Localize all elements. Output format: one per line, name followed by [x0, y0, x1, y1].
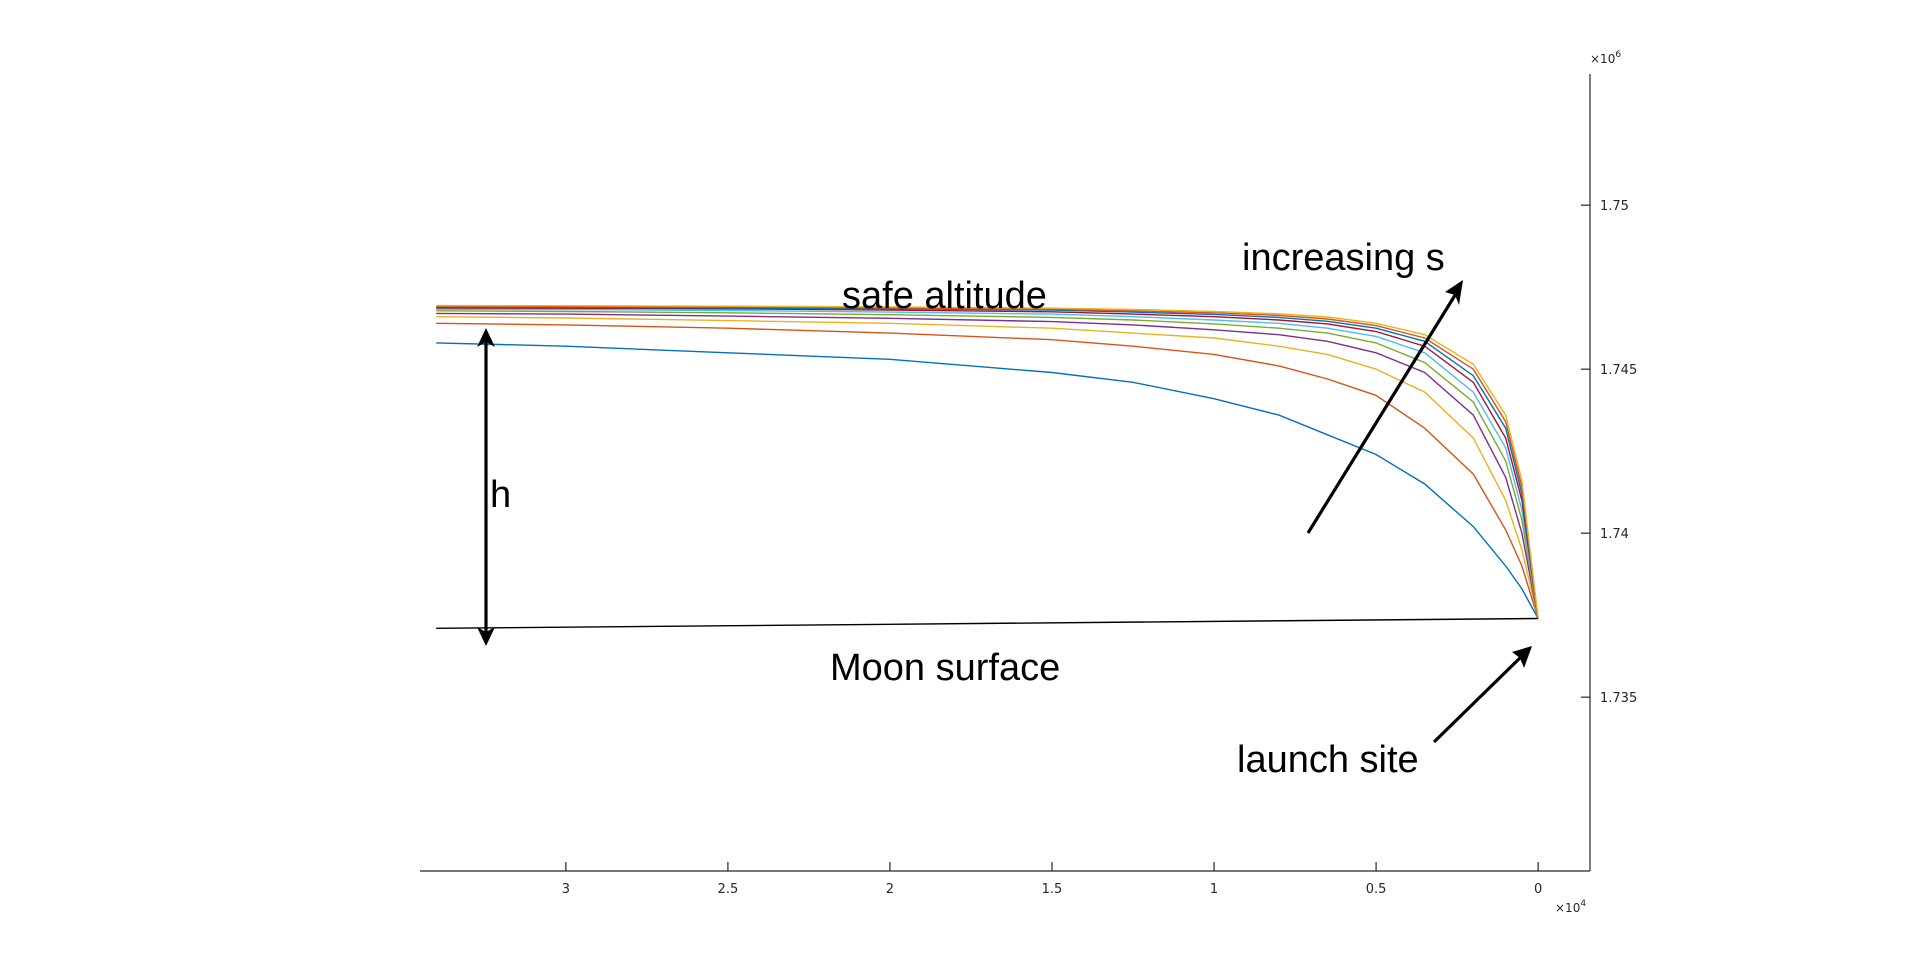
x-tick-label: 2.5	[718, 882, 739, 897]
y-tick-label: 1.745	[1600, 363, 1637, 378]
launch-site-arrow	[1432, 646, 1532, 744]
x-tick-label: 0	[1534, 882, 1542, 897]
increasing-s-label: increasing s	[1242, 237, 1445, 279]
trajectory-series-5	[436, 310, 1539, 619]
trajectory-series-9	[436, 305, 1539, 619]
safe-altitude-label: safe altitude	[842, 275, 1047, 317]
height-arrow	[477, 328, 495, 646]
y-exponent-label: ×106	[1590, 50, 1621, 66]
x-tick-layer: 3 2.5 2 1.5 1 0.5 0	[562, 862, 1542, 897]
trajectory-series-2	[436, 322, 1539, 619]
series-layer	[436, 304, 1539, 629]
trajectory-series-10	[436, 304, 1539, 619]
y-tick-layer: 1.735 1.74 1.745 1.75	[1581, 199, 1637, 706]
trajectory-series-8	[436, 306, 1539, 619]
y-tick-label: 1.75	[1600, 199, 1629, 214]
increasing-s-arrow	[1306, 280, 1463, 534]
trajectory-series-4	[436, 312, 1539, 619]
x-exponent-label: ×104	[1555, 899, 1586, 915]
x-tick-label: 1.5	[1042, 882, 1063, 897]
moon-surface-label: Moon surface	[830, 647, 1060, 689]
y-exponent-power: 6	[1615, 50, 1621, 60]
trajectory-series-7	[436, 307, 1539, 619]
x-tick-label: 1	[1210, 882, 1218, 897]
launch-site-label: launch site	[1237, 739, 1419, 781]
trajectory-series-6	[436, 308, 1539, 619]
x-tick-label: 2	[886, 882, 894, 897]
y-tick-label: 1.735	[1600, 691, 1637, 706]
trajectory-series-1	[436, 342, 1539, 619]
y-tick-label: 1.74	[1600, 527, 1629, 542]
moon-surface-line	[436, 617, 1539, 629]
h-label: h	[490, 474, 511, 516]
x-tick-label: 3	[562, 882, 570, 897]
axes-layer	[420, 74, 1591, 872]
x-tick-label: 0.5	[1366, 882, 1387, 897]
trajectory-series-3	[436, 316, 1539, 619]
x-exponent-power: 4	[1580, 899, 1586, 909]
